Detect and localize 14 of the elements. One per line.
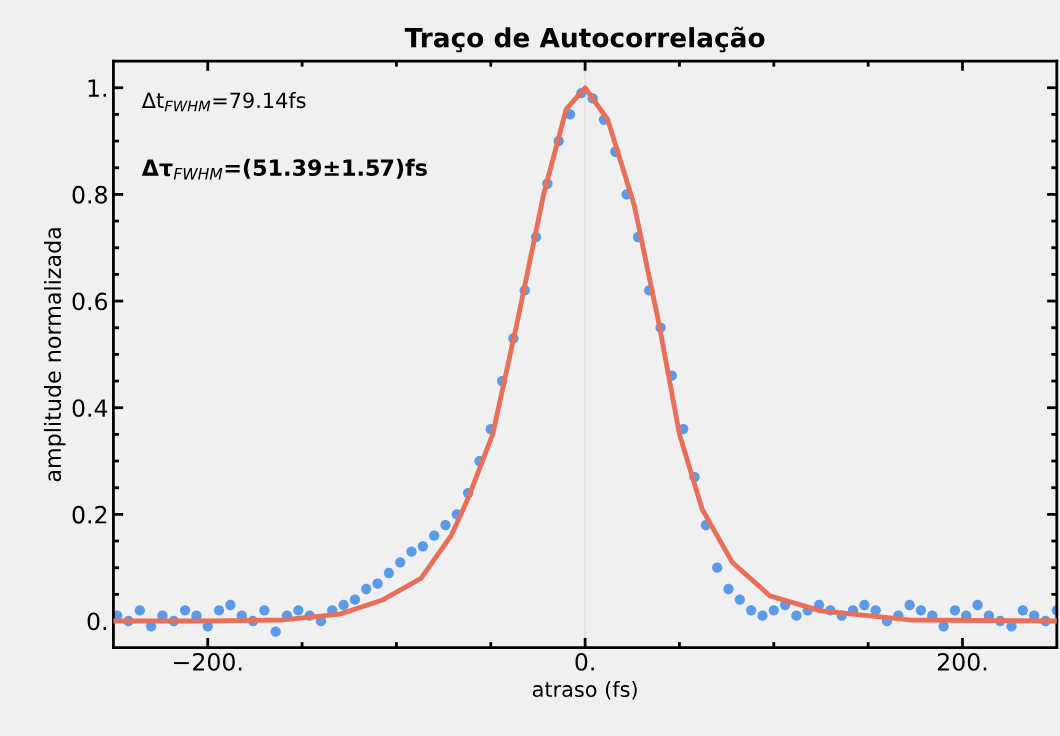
annotation: Δτ$_{FWHM}$=(51.39±1.57)fs [141,158,427,180]
annotation: Δt$_{FWHM}$=79.14fs [141,92,306,112]
y-axis-title: amplitude normalizada [43,228,66,482]
y-tick-label: 0.8 [72,185,107,204]
x-tick-label: −200. [174,652,242,671]
y-tick-label: 1. [88,79,107,97]
y-tick-label: 0.4 [72,399,108,418]
chart-title: Traço de Autocorrelação [404,26,765,53]
x-tick-label: 0. [575,652,594,671]
y-tick-label: 0.2 [72,505,107,524]
x-axis-title: atraso (fs) [532,680,637,700]
y-tick-label: 0. [87,612,107,631]
y-tick-label: 0.6 [72,292,108,311]
x-tick-label: 200. [937,652,987,671]
